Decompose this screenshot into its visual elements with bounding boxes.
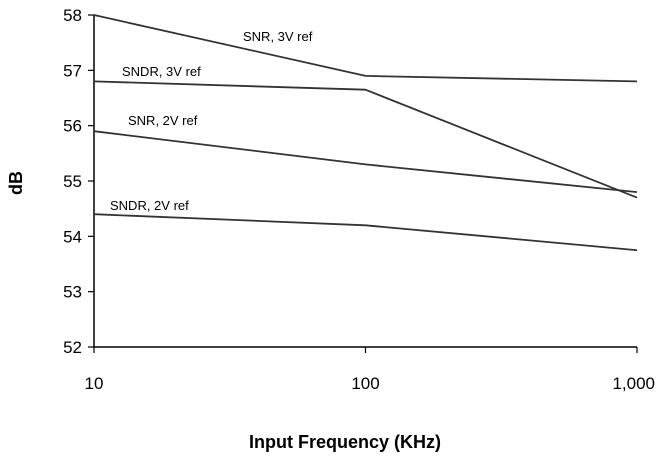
series-line-3 [93,130,638,193]
y-tick-label: 54 [63,227,82,246]
y-tick-label: 58 [63,6,82,25]
y-axis-title: dB [6,171,26,195]
y-tick-label: 53 [63,283,82,302]
y-tick-label: 55 [63,172,82,191]
x-tick-label: 10 [85,374,104,393]
series-line-1 [93,14,638,83]
axes: 52 53 54 55 56 57 58 10 100 1,000 [63,6,655,393]
series-lines [93,14,638,252]
series-labels: SNR, 3V ref SNDR, 3V ref SNR, 2V ref SNDR, … [110,29,313,213]
x-tick-label: 1,000 [612,374,655,393]
y-tick-label: 56 [63,117,82,136]
series-line-2 [93,80,638,199]
y-tick-label: 52 [63,338,82,357]
x-axis-title: Input Frequency (KHz) [249,432,441,452]
x-tick-label: 100 [351,374,379,393]
y-tick-label: 57 [63,61,82,80]
series-label-2: SNDR, 3V ref [122,64,201,79]
series-line-4 [93,213,638,252]
series-label-4: SNDR, 2V ref [110,198,189,213]
series-label-1: SNR, 3V ref [243,29,313,44]
series-label-3: SNR, 2V ref [128,113,198,128]
